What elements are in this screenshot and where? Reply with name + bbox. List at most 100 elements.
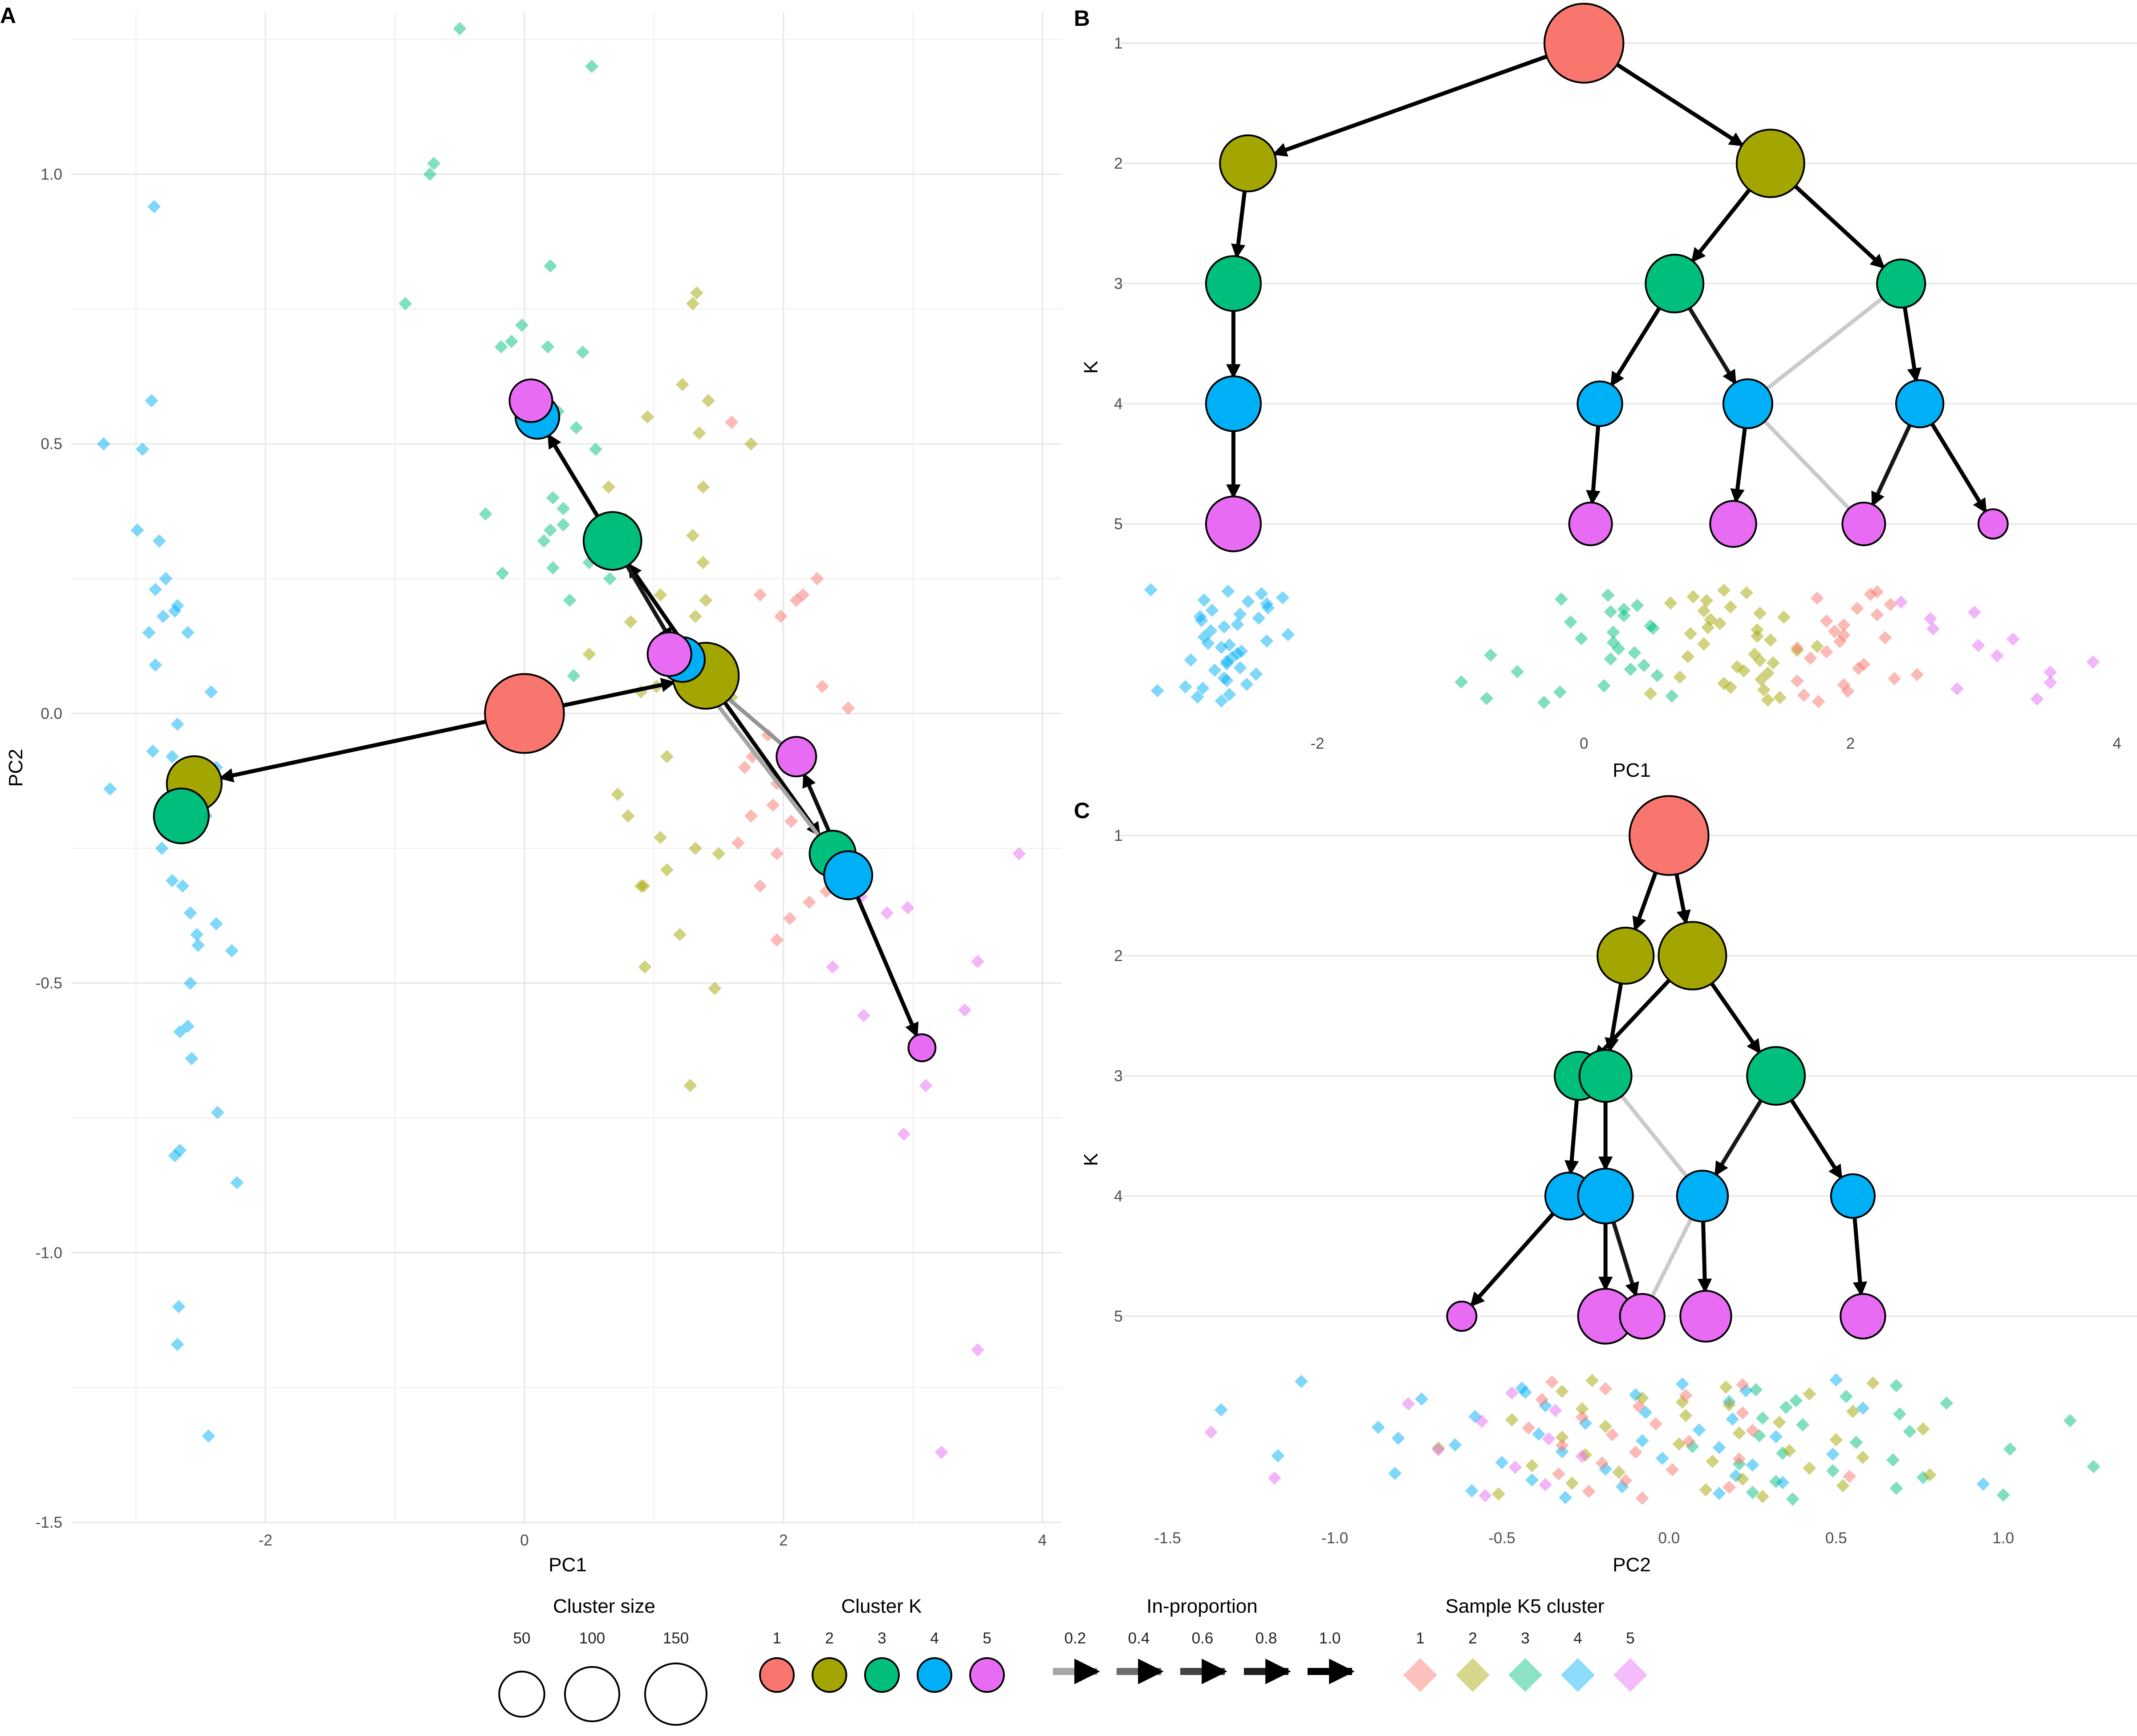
panel-b-sample-point [1194,613,1208,627]
panel-b-sample-point [1231,617,1244,631]
panel-c-sample-point [1632,1399,1646,1413]
panel-b-edge-k1c1-k2c1 [1272,54,1548,157]
panel-c-sample-point [1542,1432,1556,1446]
panel-b-sample-point [1852,661,1865,675]
panel-b-node-k3c2 [1645,254,1705,313]
panel-a-sample-point [731,836,745,850]
panel-b-sample-point [1240,677,1254,691]
panel-a-sample-point [171,718,184,731]
panel-c-node-k5c1 [1446,1301,1478,1332]
panel-c-node-k4c4 [1830,1173,1876,1219]
panel-c-y-tick-label: 3 [1114,1067,1122,1085]
panel-b-sample-point [1910,668,1924,681]
panel-a-sample-point [142,626,156,640]
panel-a-sample-point [398,297,412,311]
panel-a-sample-point [225,944,239,957]
panel-a-sample-point [784,815,798,828]
panel-b-sample-point [1637,658,1651,672]
panel-c-sample-point [1545,1375,1559,1389]
panel-b-sample-point [1870,585,1884,599]
panel-c-sample-point [1856,1401,1870,1415]
panel-a-y-tick-label: -1.5 [36,1514,62,1531]
panel-a-sample-point [934,1445,948,1459]
panel-c-sample-point [1746,1424,1759,1437]
panel-b-node-k3c3 [1876,258,1926,309]
legend-size-title: Cluster size [553,1595,655,1617]
panel-b-sample-point [1233,607,1247,621]
panel-c-sample-point [1772,1416,1786,1429]
legend-k-swatch [969,1657,1005,1693]
panel-c-x-axis-title: PC2 [1613,1554,1651,1576]
panel-c-sample-point [1976,1477,1990,1491]
panel-a-sample-point [611,787,625,801]
panel-a-sample-point [173,1025,187,1038]
panel-b-sample-point [1480,692,1494,706]
panel-c-sample-point [1796,1418,1810,1432]
panel-c-sample-point [1846,1404,1860,1418]
panel-c-sample-point [1575,1410,1589,1424]
panel-a-sample-point [176,879,190,893]
panel-c-edge-k4c2-k5c3 [1611,1221,1639,1298]
panel-a-sample-point [603,572,617,585]
panel-b-sample-point [1924,612,1938,625]
panel-a-sample-point [185,1052,199,1066]
panel-c-sample-point [1849,1436,1863,1449]
legend-k-swatch [864,1657,900,1693]
panel-c-sample-point [1548,1403,1562,1417]
panel-b-sample-point [1217,671,1231,685]
panel-c-sample-point [1525,1473,1539,1487]
panel-a-sample-point [544,259,557,273]
panel-a-sample-point [589,442,602,456]
panel-b-sample-point [1894,595,1908,609]
panel-b-y-tick-label: 2 [1114,155,1122,172]
panel-b-edges [1226,54,1988,514]
panel-c-sample-point [1612,1465,1626,1479]
panel-c-edge-k3c3-k4c3 [1713,1099,1763,1176]
panel-a-node-k5c4 [907,1033,937,1063]
panel-b-sample-point [2044,665,2057,679]
panel-a-sample-point [841,701,855,715]
panel-a-sample-point [660,750,674,763]
panel-b-sample-point [1484,648,1498,662]
legend-k-title: Cluster K [841,1595,922,1617]
panel-b-sample-point [1926,622,1940,636]
panel-a-x-tick-label: -2 [259,1532,272,1549]
panel-b-sample-point [1723,600,1737,614]
legend-sample-label: 5 [1626,1630,1634,1647]
panel-a-sample-point [165,750,179,763]
panel-c-edge-k3c3-k4c4 [1790,1099,1844,1180]
panel-c-sample-point [1712,1486,1726,1500]
panel-c-sample-point [1565,1476,1579,1490]
panel-c-y-tick-label: 1 [1114,827,1122,844]
legend-sample-label: 2 [1468,1630,1477,1647]
panel-c-sample-point [1552,1467,1566,1481]
panel-b-sample-point [2030,692,2044,706]
panel-a-sample-point [576,345,589,359]
panel-a-x-ticks: -2 0 2 4 [259,1532,1047,1549]
panel-c-sample-point [1522,1421,1536,1435]
panel-c-sample-point [1539,1478,1552,1492]
panel-b-x-tick-label: 4 [2113,735,2121,752]
panel-a-sample-point [708,982,722,995]
panel-a-sample-point [183,906,197,920]
panel-a-sample-point [688,841,702,855]
panel-c-sample-point [1204,1425,1218,1439]
panel-b-sample-point [1790,641,1804,655]
panel-a-sample-point [675,377,689,391]
panel-b-x-ticks: -2 0 2 4 [1310,735,2121,752]
panel-a-sample-point [602,480,616,494]
panel-c-sample-point [1672,1437,1686,1451]
legend-k-swatch [812,1657,847,1693]
panel-b-sample-point [1252,611,1266,625]
panel-b-x-tick-label: 0 [1580,735,1588,752]
panel-a-node-k1c1 [484,673,565,754]
panel-b-edge-k3c3-k4c3 [1765,296,1884,391]
panel-b-sample-point [1810,591,1824,605]
panel-b-edge-k1c1-k2c2 [1616,63,1744,147]
panel-c-sample-point [1271,1449,1285,1463]
panel-a-sample-point [563,593,577,607]
panel-c-sample-point [1843,1469,1857,1483]
panel-c-sample-point [1635,1434,1649,1448]
panel-c-sample-point [1519,1385,1532,1399]
panel-c-x-tick-label: -1.0 [1321,1529,1348,1547]
